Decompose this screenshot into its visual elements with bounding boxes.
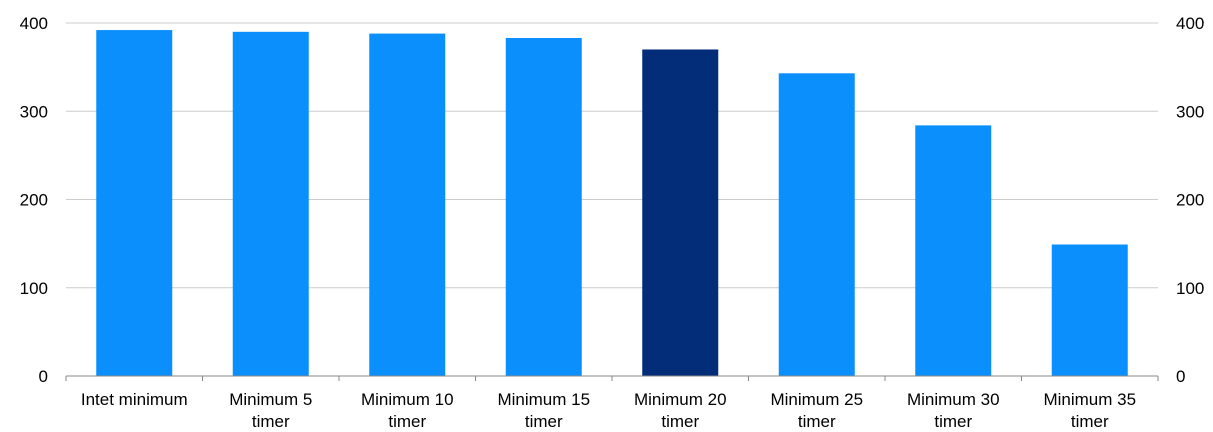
bar-3 [505,38,582,376]
bar-1 [232,31,309,376]
x-tick-label-1: Minimum 5 timer [229,390,312,431]
bars [96,30,1128,377]
bar-5 [778,73,855,377]
y-tick-left-100: 100 [20,279,48,298]
x-tick-label-7: Minimum 35 timer [1043,390,1136,431]
axes [65,375,1159,381]
y-tick-right-400: 400 [1176,14,1204,33]
x-tick-label-2: Minimum 10 timer [361,390,454,431]
y-tick-left-200: 200 [20,191,48,210]
bar-0 [96,30,173,377]
y-tick-right-100: 100 [1176,279,1204,298]
x-tick-label-0: Intet minimum [81,390,188,409]
y-tick-right-200: 200 [1176,191,1204,210]
bar-6 [915,125,992,377]
x-tick-label-3: Minimum 15 timer [497,390,590,431]
bar-4 [642,49,719,376]
bar-2 [369,33,446,377]
y-tick-left-300: 300 [20,102,48,121]
y-tick-right-300: 300 [1176,102,1204,121]
x-tick-label-6: Minimum 30 timer [907,390,1000,431]
y-tick-left-0: 0 [39,367,48,386]
y-tick-right-0: 0 [1176,367,1185,386]
labels: 0 0 100 100 200 200 300 300 400 400 Intet minimum M… [20,14,1205,431]
bar-7 [1051,244,1128,376]
gridlines [66,22,1158,289]
x-tick-label-5: Minimum 25 timer [770,390,863,431]
x-tick-label-4: Minimum 20 timer [634,390,727,431]
y-tick-left-400: 400 [20,14,48,33]
